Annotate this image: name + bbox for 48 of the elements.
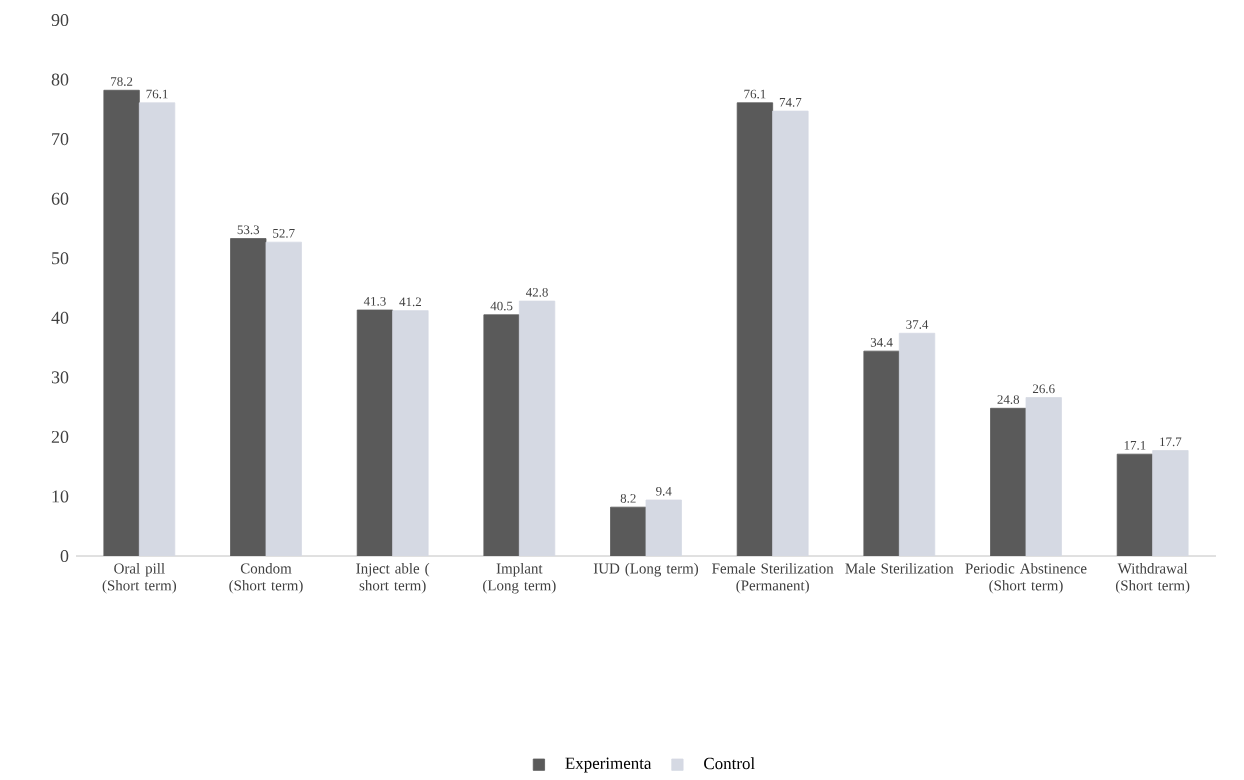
- x-tick-label: Male Sterilization: [845, 563, 954, 574]
- x-tick-label: Periodic Abstinence (Short term): [965, 563, 1087, 594]
- y-tick-label: 90: [51, 13, 69, 27]
- data-label: 17.1: [1124, 441, 1146, 450]
- y-tick-label: 80: [51, 73, 69, 86]
- data-label: 17.7: [1160, 437, 1182, 447]
- x-tick-label: Inject able ( short term): [356, 563, 430, 594]
- bar: [1025, 397, 1062, 556]
- data-label: 40.5: [490, 301, 513, 311]
- data-label: 76.1: [744, 89, 766, 99]
- data-label: 78.2: [111, 77, 133, 86]
- x-tick-label: Oral pill (Short term): [102, 563, 177, 594]
- data-label: 41.2: [399, 297, 422, 307]
- data-label: 8.2: [620, 493, 636, 503]
- x-tick-label: Condom (Short term): [229, 563, 303, 594]
- legend-label: Experimenta: [565, 757, 652, 773]
- data-label: 34.4: [870, 337, 893, 347]
- data-label: 42.8: [525, 287, 548, 297]
- data-label: 53.3: [237, 225, 260, 235]
- y-tick-label: 0: [60, 549, 69, 563]
- y-tick-label: 20: [51, 430, 69, 443]
- bar: [518, 300, 556, 556]
- bar: [392, 310, 429, 556]
- data-label: 9.4: [656, 486, 672, 496]
- y-tick-label: 40: [51, 311, 69, 324]
- bar: [138, 102, 176, 556]
- bar: [645, 499, 682, 556]
- data-label: 24.8: [997, 395, 1020, 404]
- y-tick-label: 10: [52, 490, 69, 503]
- y-tick-label: 60: [51, 192, 69, 205]
- data-label: 76.1: [146, 89, 168, 99]
- x-tick-label: Withdrawal (Short term): [1115, 563, 1190, 594]
- x-tick-label: Female Sterilization (Permanent): [712, 563, 834, 594]
- bar: [898, 332, 936, 556]
- legend-label: Control: [704, 757, 755, 770]
- bar: [265, 241, 302, 556]
- data-label: 37.4: [906, 320, 929, 329]
- data-label: 41.3: [363, 296, 386, 306]
- y-tick-label: 70: [52, 133, 69, 146]
- data-label: 52.7: [273, 229, 295, 238]
- bar: [1152, 450, 1189, 556]
- y-tick-label: 50: [52, 252, 69, 265]
- x-tick-label: Implant (Long term): [483, 563, 556, 594]
- y-tick-label: 30: [51, 371, 69, 384]
- data-label: 26.6: [1032, 384, 1055, 394]
- bar: [772, 110, 809, 556]
- x-tick-label: IUD (Long term): [593, 563, 699, 577]
- data-label: 74.7: [779, 98, 802, 107]
